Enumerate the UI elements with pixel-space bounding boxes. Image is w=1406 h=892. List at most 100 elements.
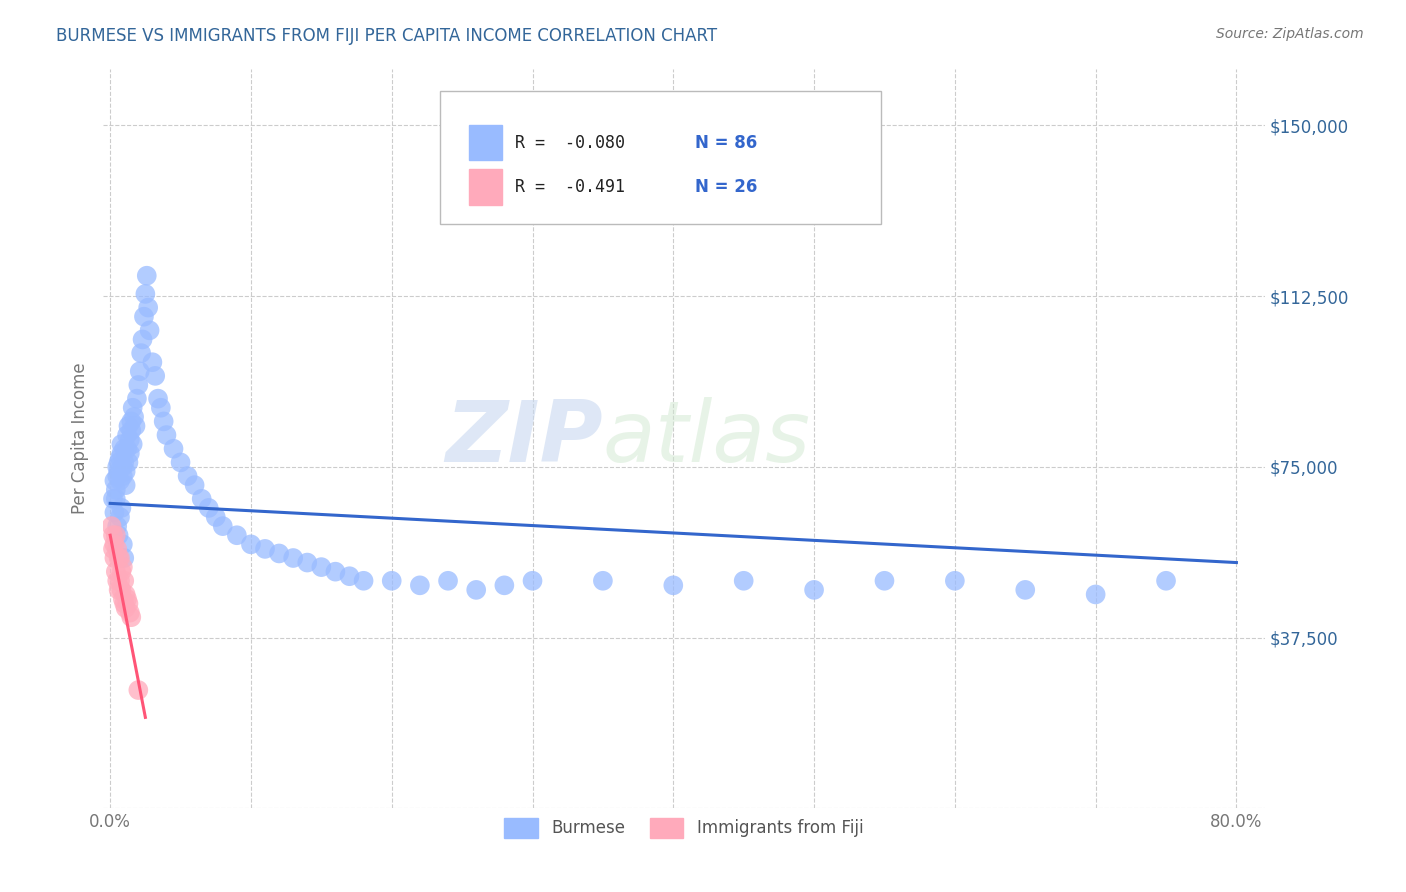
- Point: [110, 437, 132, 451]
- Point: [662, 578, 685, 592]
- Point: [269, 546, 291, 560]
- Point: [176, 469, 198, 483]
- Point: [1084, 587, 1107, 601]
- Point: [1154, 574, 1177, 588]
- Point: [125, 392, 148, 406]
- Point: [129, 346, 152, 360]
- Point: [134, 286, 156, 301]
- Point: [107, 551, 129, 566]
- Point: [136, 301, 159, 315]
- Point: [103, 474, 125, 488]
- Point: [112, 551, 135, 566]
- Point: [111, 469, 134, 483]
- Point: [733, 574, 755, 588]
- Point: [117, 455, 139, 469]
- Point: [110, 582, 132, 597]
- Point: [146, 392, 169, 406]
- Point: [100, 519, 122, 533]
- Point: [494, 578, 516, 592]
- Text: BURMESE VS IMMIGRANTS FROM FIJI PER CAPITA INCOME CORRELATION CHART: BURMESE VS IMMIGRANTS FROM FIJI PER CAPI…: [56, 27, 717, 45]
- Point: [283, 551, 305, 566]
- Point: [103, 537, 125, 551]
- Point: [112, 597, 135, 611]
- Point: [108, 510, 131, 524]
- Point: [225, 528, 247, 542]
- Point: [943, 574, 966, 588]
- Point: [522, 574, 544, 588]
- Text: N = 26: N = 26: [696, 178, 758, 196]
- Point: [120, 424, 142, 438]
- Point: [101, 528, 124, 542]
- Point: [111, 592, 134, 607]
- Point: [105, 469, 128, 483]
- Point: [107, 465, 129, 479]
- Point: [149, 401, 172, 415]
- Point: [135, 268, 157, 283]
- Point: [297, 556, 319, 570]
- Point: [107, 582, 129, 597]
- Point: [211, 519, 233, 533]
- Point: [105, 574, 128, 588]
- Point: [152, 414, 174, 428]
- Point: [121, 437, 143, 451]
- Point: [204, 510, 226, 524]
- Point: [183, 478, 205, 492]
- Point: [197, 500, 219, 515]
- Point: [117, 419, 139, 434]
- Bar: [470, 125, 502, 161]
- FancyBboxPatch shape: [440, 91, 882, 224]
- Point: [101, 541, 124, 556]
- Point: [101, 491, 124, 506]
- Point: [110, 565, 132, 579]
- Point: [110, 446, 132, 460]
- Point: [115, 442, 138, 456]
- Text: Source: ZipAtlas.com: Source: ZipAtlas.com: [1216, 27, 1364, 41]
- Point: [108, 450, 131, 465]
- Point: [115, 592, 138, 607]
- Point: [120, 610, 142, 624]
- Point: [128, 364, 150, 378]
- Point: [409, 578, 432, 592]
- Point: [114, 465, 136, 479]
- Point: [111, 459, 134, 474]
- Point: [112, 574, 135, 588]
- Point: [114, 587, 136, 601]
- Point: [127, 378, 149, 392]
- Point: [339, 569, 361, 583]
- Text: ZIP: ZIP: [444, 397, 603, 480]
- Point: [132, 310, 155, 324]
- Point: [105, 459, 128, 474]
- Text: atlas: atlas: [603, 397, 810, 480]
- Point: [143, 368, 166, 383]
- Point: [141, 355, 163, 369]
- Point: [121, 401, 143, 415]
- Point: [120, 414, 142, 428]
- Text: R =  -0.491: R = -0.491: [516, 178, 626, 196]
- Text: R =  -0.080: R = -0.080: [516, 134, 626, 152]
- Point: [162, 442, 184, 456]
- Point: [1014, 582, 1036, 597]
- Point: [127, 683, 149, 698]
- Point: [465, 582, 488, 597]
- Point: [103, 551, 125, 566]
- Point: [107, 528, 129, 542]
- Point: [117, 597, 139, 611]
- Legend: Burmese, Immigrants from Fiji: Burmese, Immigrants from Fiji: [498, 811, 870, 845]
- Point: [122, 409, 145, 424]
- Point: [115, 428, 138, 442]
- Point: [112, 455, 135, 469]
- Point: [253, 541, 276, 556]
- Point: [111, 537, 134, 551]
- Point: [112, 442, 135, 456]
- Point: [155, 428, 177, 442]
- Point: [124, 419, 146, 434]
- Point: [108, 574, 131, 588]
- Point: [353, 574, 375, 588]
- Point: [381, 574, 404, 588]
- Bar: [470, 169, 502, 204]
- Point: [105, 541, 128, 556]
- Point: [105, 519, 128, 533]
- Point: [239, 537, 262, 551]
- Point: [803, 582, 825, 597]
- Point: [104, 528, 127, 542]
